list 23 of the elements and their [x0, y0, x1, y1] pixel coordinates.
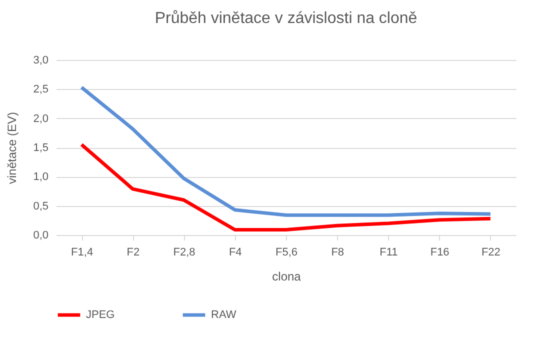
y-tick-label: 0,0: [33, 230, 48, 242]
line-series: [80, 86, 492, 217]
x-tick-label: F5,6: [275, 246, 298, 258]
y-tick-label: 2,5: [33, 84, 48, 96]
x-tick-label: F2,8: [173, 246, 196, 258]
y-tick-label: 1,5: [33, 142, 48, 154]
y-tick-label: 0,5: [33, 200, 48, 212]
y-tick-label: 2,0: [33, 112, 48, 125]
y-tick-label: 3,0: [33, 54, 48, 66]
chart-title: Průběh vinětace v závislosti na cloně: [154, 10, 418, 27]
x-tick-label: F4: [228, 246, 242, 258]
x-tick-label: F16: [430, 246, 450, 258]
x-tick-label: F22: [481, 246, 500, 258]
x-tick-label: F11: [380, 246, 398, 258]
y-axis-title: vinětace (EV): [5, 112, 20, 184]
line-series: [80, 142, 492, 232]
legend-label: RAW: [211, 309, 237, 321]
x-axis-title: clona: [272, 270, 302, 284]
x-tick-label: F2: [126, 246, 140, 258]
x-tick-label: F8: [331, 246, 344, 258]
legend-label: JPEG: [86, 309, 115, 321]
y-tick-label: 1,0: [33, 171, 48, 184]
x-tick-label: F1,4: [71, 246, 94, 258]
